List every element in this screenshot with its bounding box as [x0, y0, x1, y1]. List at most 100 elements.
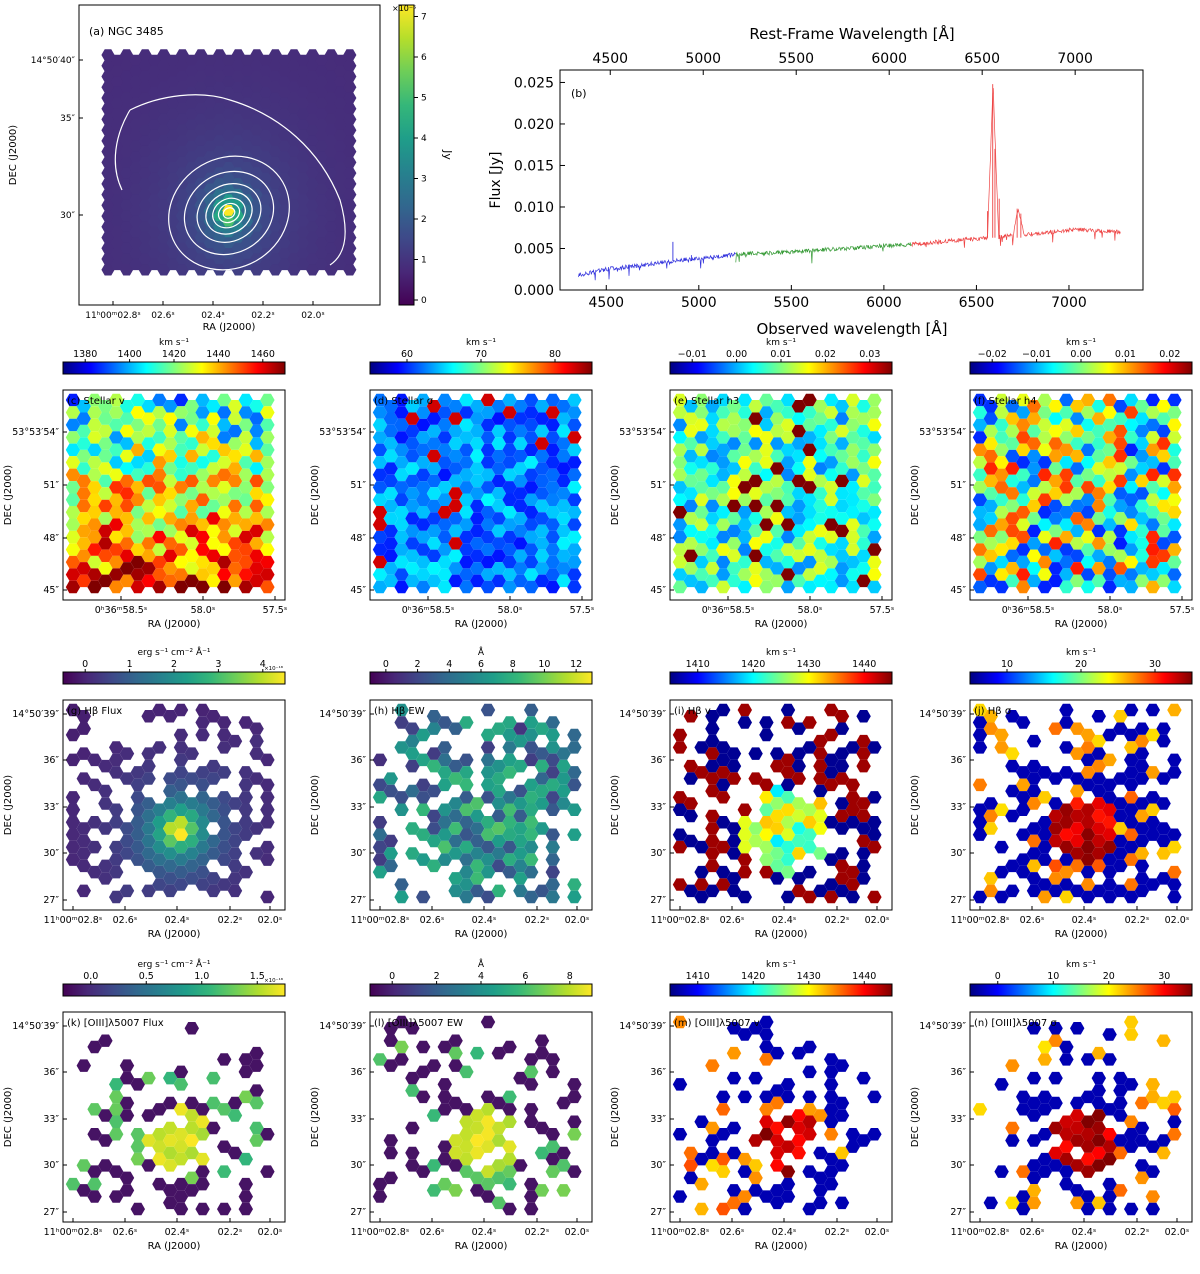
- spaxel-hex: [1070, 499, 1085, 513]
- pixel-hex: [120, 49, 134, 61]
- spaxel-hex: [502, 506, 517, 519]
- spaxel-hex: [524, 530, 539, 544]
- spaxel-hex: [98, 537, 113, 550]
- pixel-hex: [278, 172, 292, 185]
- spaxel-hex: [1134, 1121, 1150, 1135]
- spaxel-hex: [372, 518, 388, 531]
- pixel-hex: [240, 119, 255, 131]
- spaxel-hex: [716, 493, 731, 506]
- spaxel-hex: [372, 1177, 388, 1191]
- spaxel-hex: [260, 530, 275, 544]
- spaxel-hex: [672, 481, 688, 494]
- dec-tick-label: 14°50′39″: [12, 1021, 59, 1032]
- pixel-hex: [287, 145, 301, 158]
- spaxel-hex: [119, 549, 135, 563]
- pixel-hex: [315, 129, 329, 142]
- pixel-hex: [101, 124, 115, 136]
- spaxel-hex: [1059, 890, 1074, 904]
- spaxel-hex: [502, 443, 517, 457]
- pixel-hex: [166, 97, 180, 109]
- spaxel-hex: [1048, 462, 1063, 475]
- spaxel-hex: [524, 1103, 539, 1116]
- spaxel-hex: [141, 574, 156, 588]
- spaxel-hex: [426, 524, 442, 538]
- spaxel-hex: [1005, 400, 1020, 413]
- ra-tick-label: 02.0ˢ: [565, 1227, 590, 1238]
- spaxel-hex: [867, 1090, 882, 1104]
- spaxel-hex: [470, 549, 485, 563]
- ra-tick-label: 58.0ˢ: [1098, 605, 1123, 616]
- spaxel-hex: [437, 741, 452, 754]
- spaxel-hex: [206, 759, 221, 773]
- colorbar-tick-label: 1420: [741, 971, 765, 982]
- spaxel-hex: [534, 1146, 550, 1160]
- pixel-hex: [157, 103, 171, 115]
- pixel-hex: [278, 119, 292, 131]
- spaxel-hex: [1156, 574, 1171, 588]
- spaxel-hex: [672, 791, 688, 804]
- colorbar-tick-label: −0.01: [678, 349, 707, 360]
- spaxel-hex: [683, 710, 698, 723]
- spaxel-hex: [65, 406, 81, 419]
- pixel-hex: [315, 140, 329, 152]
- spaxel-hex: [502, 468, 517, 482]
- spaxel-hex: [130, 493, 145, 506]
- pixel-hex: [287, 199, 301, 212]
- spaxel-hex: [1124, 1128, 1139, 1141]
- colorbar-tick-label: 2: [171, 659, 177, 670]
- spaxel-hex: [683, 1171, 698, 1185]
- spaxel-hex: [524, 543, 539, 556]
- colorbar-tick-label: 1440: [852, 659, 876, 670]
- pixel-hex: [101, 199, 115, 212]
- spaxel-hex: [770, 809, 785, 823]
- spaxel-hex: [1048, 1146, 1063, 1160]
- pixel-hex: [240, 97, 255, 109]
- spaxel-hex: [1059, 1152, 1074, 1166]
- spaxel-hex: [437, 816, 452, 829]
- spaxel-hex: [163, 797, 178, 810]
- pixel-hex: [287, 242, 301, 254]
- spaxel-hex: [87, 778, 102, 792]
- pixel-hex: [194, 60, 208, 72]
- spaxel-hex: [534, 537, 550, 550]
- pixel-hex: [287, 81, 301, 93]
- pixel-hex: [110, 76, 124, 88]
- spaxel-hex: [1037, 530, 1052, 544]
- spaxel-hex: [184, 1134, 199, 1147]
- spaxel-hex: [119, 462, 135, 475]
- spaxel-hex: [480, 1103, 496, 1116]
- spaxel-hex: [1016, 555, 1031, 569]
- spaxel-hex: [1070, 1159, 1085, 1172]
- spaxel-hex: [141, 772, 156, 785]
- spaxel-hex: [1080, 568, 1096, 581]
- spaxel-hex: [249, 462, 264, 475]
- colorbar: [669, 361, 893, 375]
- spaxel-hex: [405, 412, 420, 425]
- pixel-hex: [287, 49, 301, 61]
- spaxel-hex: [217, 418, 232, 432]
- spaxel-hex: [834, 474, 850, 488]
- spaxel-hex: [130, 393, 145, 407]
- spaxel-hex: [556, 747, 571, 760]
- spaxel-hex: [780, 418, 796, 432]
- ra-tick-label: 02.6ˢ: [113, 915, 138, 926]
- spaxel-hex: [502, 418, 517, 432]
- spaxel-hex: [184, 549, 199, 563]
- spaxel-hex: [1026, 1022, 1042, 1035]
- spaxel-hex: [694, 1115, 709, 1128]
- ra-tick-label: 02.2ˢ: [525, 915, 550, 926]
- spaxel-hex: [694, 865, 709, 879]
- spaxel-hex: [249, 1059, 264, 1072]
- spaxel-hex: [1113, 549, 1128, 563]
- colorbar-unit: km s⁻¹: [1066, 338, 1096, 348]
- spaxel-hex: [217, 1202, 232, 1216]
- spaxel-hex: [470, 474, 485, 488]
- spaxel-hex: [163, 1159, 178, 1172]
- spaxel-hex: [383, 1146, 398, 1160]
- spaxel-hex: [227, 400, 243, 413]
- spaxel-hex: [141, 797, 156, 810]
- pixel-hex: [231, 60, 245, 72]
- spaxel-hex: [217, 443, 232, 457]
- spaxel-hex: [791, 424, 806, 438]
- spaxel-hex: [217, 506, 232, 519]
